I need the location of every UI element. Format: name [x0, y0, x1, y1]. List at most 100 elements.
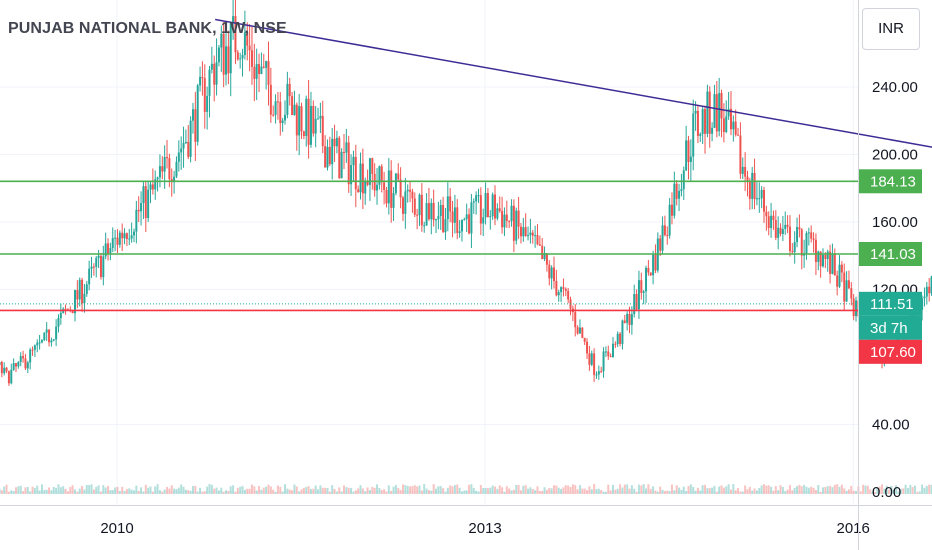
candle-body [722, 118, 725, 133]
candle-body [135, 209, 138, 232]
candle-body [59, 312, 62, 318]
candle-body [729, 108, 732, 130]
candle-body [125, 233, 128, 240]
price-label-text: 3d 7h [870, 320, 908, 337]
candle-body [637, 280, 640, 310]
candle-body [501, 211, 504, 228]
volume-bar [175, 489, 178, 494]
volume-bar [189, 490, 192, 494]
volume-bar [7, 491, 10, 494]
trendline[interactable] [215, 18, 932, 354]
candle-body [116, 237, 119, 245]
candle-body [338, 137, 341, 179]
volume-bar [33, 487, 36, 494]
candle-body [732, 121, 735, 130]
candle-body [213, 63, 216, 85]
candle-body [151, 184, 154, 190]
volume-bar [722, 487, 725, 494]
volume-bar [505, 486, 508, 494]
candle-body [17, 362, 20, 367]
candle-body [291, 96, 294, 116]
volume-bar [637, 484, 640, 494]
volume-bar [668, 491, 671, 494]
volume-bar [166, 487, 169, 494]
candle-body [241, 55, 244, 59]
volume-bar [69, 486, 72, 494]
volume-bar [484, 488, 487, 494]
candle-body [206, 95, 209, 112]
time-axis[interactable]: 201020132016201920222025202 [100, 520, 932, 537]
volume-bar [496, 488, 499, 494]
volume-bar [345, 487, 348, 494]
volume-bar [614, 489, 617, 494]
volume-bar [880, 484, 883, 494]
volume-bar [654, 490, 657, 494]
candle-body [498, 208, 501, 212]
candle-body [583, 337, 586, 342]
candle-body [649, 272, 652, 276]
candle-body [121, 232, 124, 239]
horizontal-levels[interactable] [0, 180, 858, 312]
volume-bar [923, 487, 926, 494]
candle-body [383, 182, 386, 190]
candle-body [203, 78, 206, 112]
volume-bar [635, 491, 638, 494]
volume-bar [359, 485, 362, 494]
volume-bar [659, 486, 662, 494]
candle-body [819, 251, 822, 267]
volume-bar [862, 484, 865, 494]
candle-body [708, 91, 711, 134]
volume-bar [144, 484, 147, 494]
candle-body [550, 267, 553, 279]
volume-bar [187, 490, 190, 494]
candle-body [191, 109, 194, 121]
volume-bar [206, 486, 209, 494]
candle-body [312, 105, 315, 134]
volume-bar [477, 491, 480, 494]
volume-bar [333, 488, 336, 494]
candle-body [272, 114, 275, 116]
candle-body [604, 351, 607, 353]
volume-bar [793, 487, 796, 494]
volume-bar [885, 485, 888, 494]
volume-bar [560, 488, 563, 494]
candle-body [217, 47, 220, 63]
candle-body [137, 209, 140, 212]
candle-body [97, 255, 100, 258]
volume-bar [385, 491, 388, 494]
volume-bar [630, 485, 633, 494]
candle-body [423, 225, 426, 227]
candle-body [267, 61, 270, 85]
volume-bar [24, 487, 27, 494]
candle-body [392, 193, 395, 208]
candle-body [581, 327, 584, 338]
volume-bar [368, 490, 371, 494]
volume-bar [284, 484, 287, 494]
volume-bar [557, 487, 560, 494]
candle-body [541, 245, 544, 260]
volume-bar [524, 485, 527, 494]
candle-body [36, 342, 39, 346]
currency-button[interactable]: INR [862, 8, 920, 50]
volume-bar [456, 484, 459, 494]
candle-body [345, 142, 348, 153]
volume-bar [442, 488, 445, 494]
volume-bar [810, 486, 813, 494]
candle-body [177, 152, 180, 162]
candle-body [833, 254, 836, 276]
volume-bar [458, 487, 461, 494]
volume-bar [807, 487, 810, 494]
volume-bar [130, 489, 133, 494]
candle-body [600, 371, 603, 373]
volume-bar [269, 486, 272, 494]
volume-bar [347, 487, 350, 494]
candle-body [368, 158, 371, 185]
volume-bar [704, 484, 707, 494]
volume-bar [680, 489, 683, 494]
candle-body [611, 343, 614, 358]
volume-bar [151, 491, 154, 494]
volume-bar [267, 484, 270, 494]
volume-bar [149, 486, 152, 494]
